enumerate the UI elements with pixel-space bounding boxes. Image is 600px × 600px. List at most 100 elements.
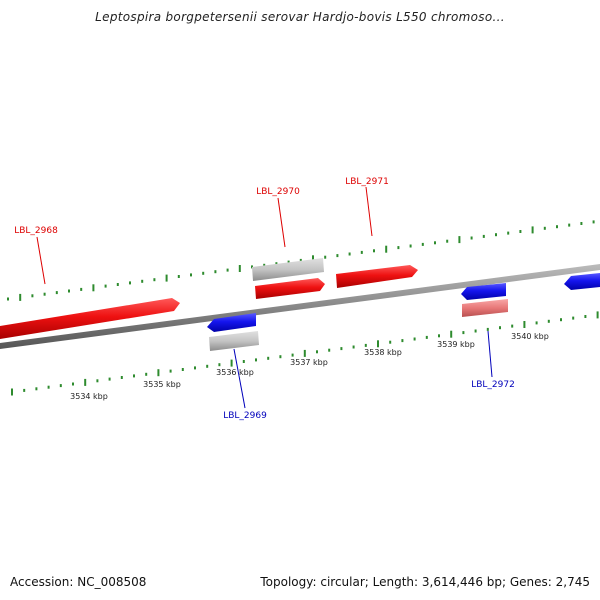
minor-tick xyxy=(181,368,184,371)
minor-tick xyxy=(120,376,123,379)
minor-tick xyxy=(584,315,587,318)
major-tick xyxy=(385,245,388,253)
minor-tick xyxy=(482,234,485,238)
minor-tick xyxy=(352,345,355,349)
gene-label-lbl-2969[interactable]: LBL_2969 xyxy=(223,411,267,421)
minor-tick xyxy=(116,283,119,286)
gene-labels: LBL_2968 LBL_2970 LBL_2971 LBL_2969 LBL_… xyxy=(14,177,515,421)
minor-tick xyxy=(133,374,135,378)
minor-tick xyxy=(218,363,221,367)
minor-tick xyxy=(409,244,412,248)
callout-lines xyxy=(36,186,493,409)
minor-tick xyxy=(511,324,514,328)
inner-tick-ring xyxy=(11,311,599,396)
minor-tick xyxy=(543,226,546,230)
minor-tick xyxy=(438,334,440,338)
minor-tick xyxy=(267,356,270,360)
callout-line-lbl-2970 xyxy=(277,197,286,248)
gene-label-lbl-2968[interactable]: LBL_2968 xyxy=(14,226,58,236)
gene-lbl-2968[interactable] xyxy=(0,298,180,339)
minor-tick xyxy=(275,262,278,266)
minor-tick xyxy=(68,289,70,293)
minor-tick xyxy=(47,385,50,389)
minor-tick xyxy=(495,233,497,237)
gene-lbl-2970[interactable] xyxy=(255,278,325,299)
scale-label-3536: 3536 kbp xyxy=(216,368,254,377)
minor-tick xyxy=(507,231,510,235)
scale-label-3538: 3538 kbp xyxy=(364,348,402,357)
minor-tick xyxy=(389,340,392,344)
minor-tick xyxy=(169,369,172,373)
major-tick xyxy=(84,378,87,386)
genome-summary-text: Topology: circular; Length: 3,614,446 bp… xyxy=(260,575,590,589)
chromosome-backbone xyxy=(0,264,600,349)
minor-tick xyxy=(177,275,180,278)
minor-tick xyxy=(568,223,571,227)
minor-tick xyxy=(55,291,58,295)
minor-tick xyxy=(35,387,38,391)
major-tick xyxy=(458,236,461,244)
gene-lbl-2969[interactable] xyxy=(207,313,256,332)
callout-line-lbl-2968 xyxy=(36,236,46,285)
minor-tick xyxy=(340,347,343,351)
major-tick xyxy=(19,293,22,301)
minor-tick xyxy=(23,388,26,392)
minor-tick xyxy=(129,281,131,285)
minor-tick xyxy=(348,252,351,256)
minor-tick xyxy=(279,355,282,359)
minor-tick xyxy=(255,358,257,362)
minor-tick xyxy=(31,294,34,298)
major-tick xyxy=(157,369,160,377)
minor-tick xyxy=(291,353,294,357)
minor-tick xyxy=(519,230,522,233)
major-tick xyxy=(11,388,13,396)
minor-tick xyxy=(425,335,428,339)
feature-pink[interactable] xyxy=(462,299,508,317)
feature-grey-upper[interactable] xyxy=(252,258,324,281)
minor-tick xyxy=(287,260,290,264)
gene-lbl-2971[interactable] xyxy=(336,265,418,288)
minor-tick xyxy=(413,337,416,341)
minor-tick xyxy=(206,364,209,368)
outer-tick-ring xyxy=(7,220,595,301)
map-title: Leptospira borgpetersenii serovar Hardjo… xyxy=(95,10,505,24)
minor-tick xyxy=(446,239,449,243)
minor-tick xyxy=(316,350,318,354)
major-tick xyxy=(450,330,453,338)
minor-tick xyxy=(360,250,363,254)
major-tick xyxy=(303,349,306,357)
major-tick xyxy=(230,359,233,367)
minor-tick xyxy=(499,326,501,330)
minor-tick xyxy=(328,348,331,352)
major-tick xyxy=(165,274,168,282)
minor-tick xyxy=(96,379,99,383)
minor-tick xyxy=(572,316,575,320)
minor-tick xyxy=(43,292,46,296)
minor-tick xyxy=(462,331,465,335)
major-tick xyxy=(377,340,379,348)
major-tick xyxy=(523,321,526,328)
major-tick xyxy=(596,311,599,319)
minor-tick xyxy=(202,271,205,275)
minor-tick xyxy=(421,242,424,246)
gene-right-edge[interactable] xyxy=(564,273,600,290)
major-tick xyxy=(238,265,241,272)
minor-tick xyxy=(556,225,558,229)
scale-label-3540: 3540 kbp xyxy=(511,332,549,341)
gene-label-lbl-2970[interactable]: LBL_2970 xyxy=(256,187,300,197)
minor-tick xyxy=(194,366,196,370)
minor-tick xyxy=(59,384,62,388)
minor-tick xyxy=(80,287,83,291)
minor-tick xyxy=(251,265,253,269)
minor-tick xyxy=(141,279,144,283)
gene-label-lbl-2971[interactable]: LBL_2971 xyxy=(345,177,389,187)
minor-tick xyxy=(401,339,404,343)
feature-grey-lower[interactable] xyxy=(209,331,259,351)
gene-label-lbl-2972[interactable]: LBL_2972 xyxy=(471,380,515,390)
scale-label-3535: 3535 kbp xyxy=(143,380,181,389)
minor-tick xyxy=(535,321,538,325)
minor-tick xyxy=(263,263,266,267)
scale-label-3539: 3539 kbp xyxy=(437,340,475,349)
gene-lbl-2972[interactable] xyxy=(461,283,506,300)
